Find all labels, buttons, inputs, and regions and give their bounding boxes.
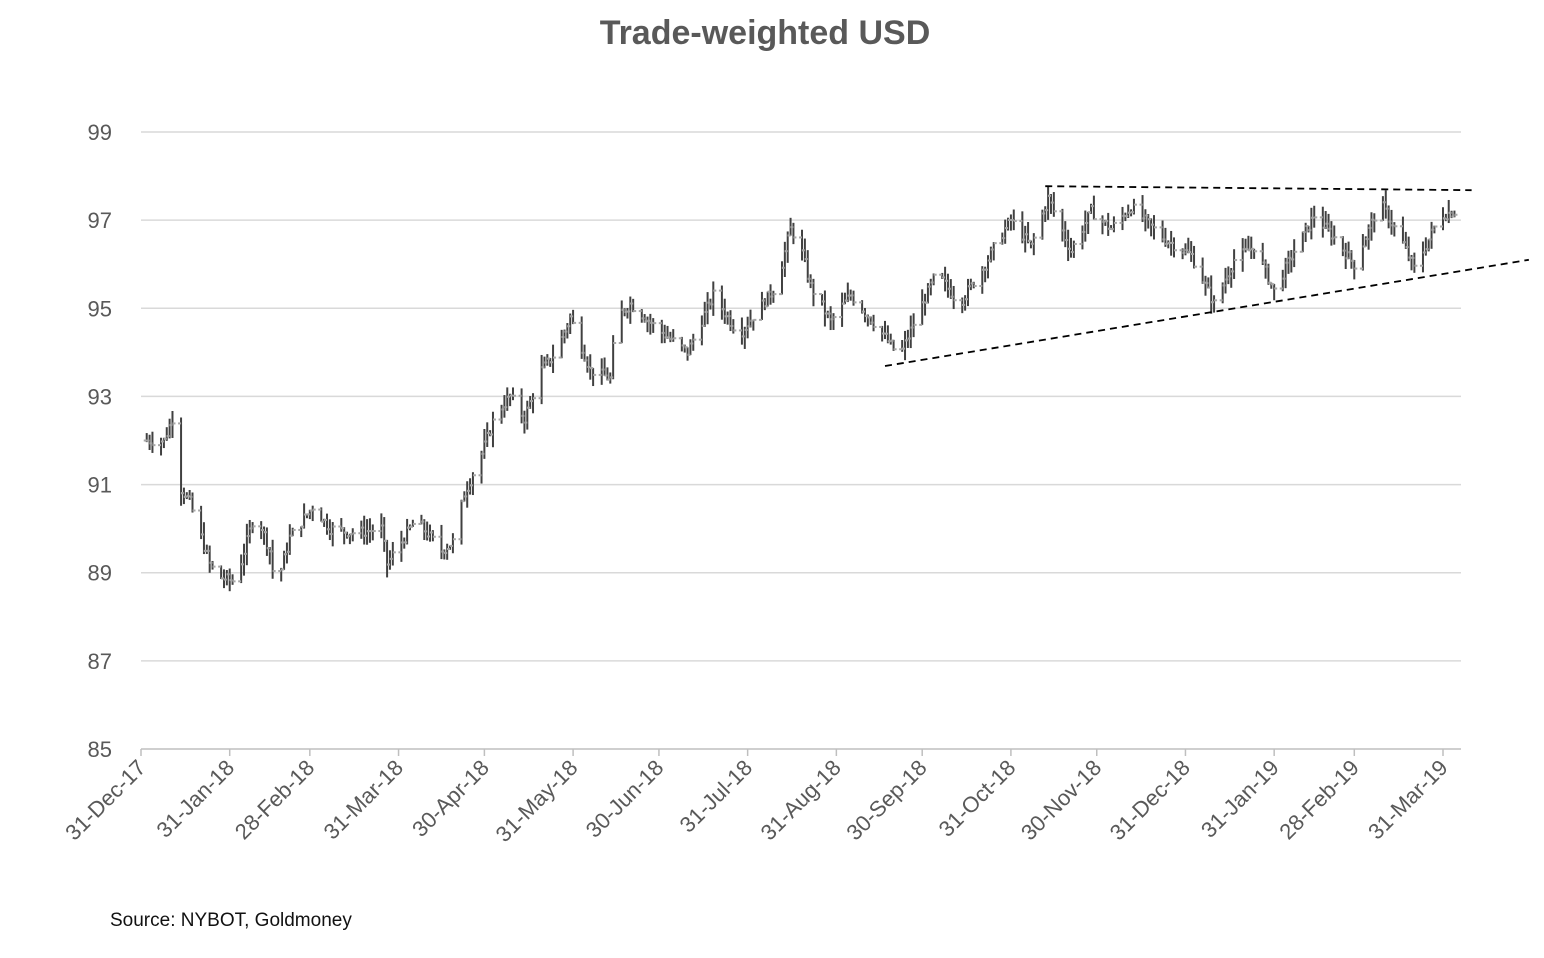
x-tick-label: 31-Oct-18 <box>934 755 1021 842</box>
x-tick-label: 31-Mar-18 <box>319 755 408 844</box>
x-tick-label: 28-Feb-18 <box>230 755 319 844</box>
x-tick-label: 30-Apr-18 <box>407 755 494 842</box>
x-tick-label: 31-Jul-18 <box>675 755 758 838</box>
trendline-support <box>884 258 1529 367</box>
source-note: Source: NYBOT, Goldmoney <box>110 910 352 931</box>
y-tick-label: 85 <box>88 737 112 762</box>
x-tick-label: 31-Jan-18 <box>152 755 240 843</box>
x-tick-label: 30-Sep-18 <box>841 755 931 845</box>
x-tick-label: 31-Aug-18 <box>756 755 846 845</box>
x-tick-label: 28-Feb-19 <box>1274 755 1363 844</box>
x-tick-label: 30-Nov-18 <box>1016 755 1106 845</box>
x-tick-label: 31-Mar-19 <box>1363 755 1452 844</box>
y-tick-label: 95 <box>88 296 112 321</box>
x-tick-label: 31-Dec-17 <box>60 755 150 845</box>
y-tick-label: 91 <box>88 473 112 498</box>
x-tick-label: 31-Jan-19 <box>1196 755 1284 843</box>
x-tick-label: 31-Dec-18 <box>1105 755 1195 845</box>
y-tick-label: 99 <box>88 120 112 145</box>
y-tick-label: 97 <box>88 208 112 233</box>
y-tick-label: 87 <box>88 649 112 674</box>
x-tick-label: 31-May-18 <box>491 755 583 847</box>
y-tick-label: 93 <box>88 384 112 409</box>
chart-title: Trade-weighted USD <box>599 14 931 52</box>
y-tick-label: 89 <box>88 561 112 586</box>
x-tick-label: 30-Jun-18 <box>581 755 669 843</box>
trendline-resistance <box>1045 185 1472 192</box>
